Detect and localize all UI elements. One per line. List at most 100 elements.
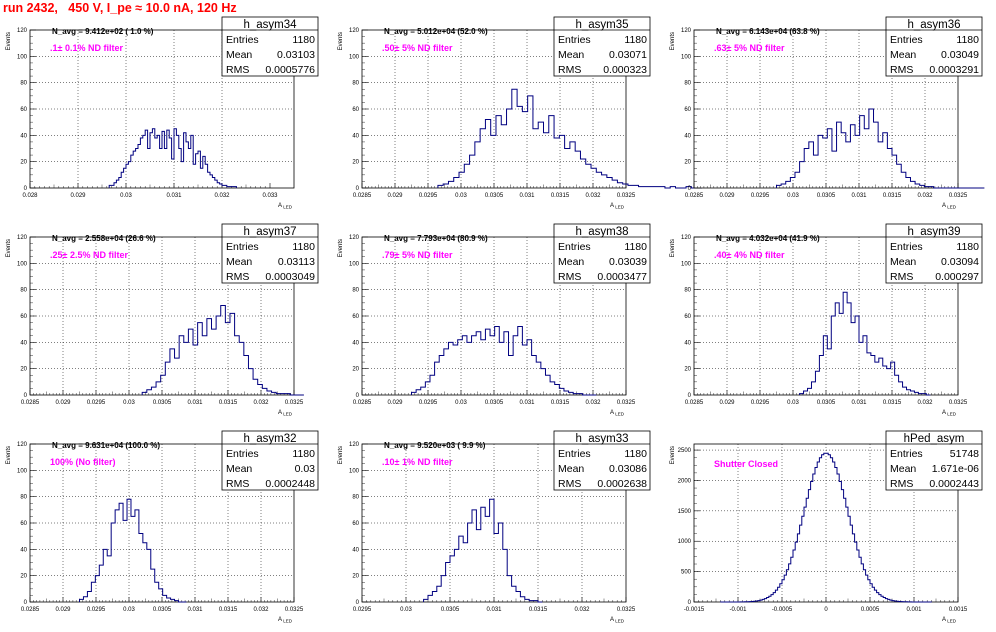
x-tick-label: 0.03	[123, 400, 135, 406]
stats-value-mean: 0.03	[295, 463, 316, 475]
histogram-svg: 0.028 0.029 0.03 0.031 0.032 0.033 0 20 40 60 80 10…	[6, 16, 319, 210]
x-tick-label: 0.0285	[353, 400, 372, 406]
histogram-line	[776, 108, 985, 189]
x-tick-label: 0.0305	[153, 607, 172, 613]
histogram-panel-h_asym37: 0.0285 0.029 0.0295 0.03 0.0305 0.031 0.0315 0.…	[0, 218, 332, 425]
x-axis-title: A LED	[942, 203, 957, 210]
filter-label: Shutter Closed	[714, 459, 778, 469]
x-tick-label: 0.03	[400, 607, 412, 613]
y-tick-label: 20	[20, 574, 27, 580]
histogram-panel-h_asym39: 0.0285 0.029 0.0295 0.03 0.0305 0.031 0.0315 0.…	[664, 218, 996, 425]
stats-title: h_asym35	[575, 19, 628, 31]
y-tick-label: 20	[20, 160, 27, 166]
y-tick-label: 120	[349, 28, 360, 34]
x-tick-label: 0.029	[719, 400, 735, 406]
x-tick-label: 0.031	[519, 400, 535, 406]
x-tick-label: 0.0305	[153, 400, 172, 406]
stats-key-entries: Entries	[226, 34, 259, 46]
stats-key-rms: RMS	[558, 64, 581, 76]
y-tick-label: 60	[684, 107, 691, 113]
x-tick-label: 0.0315	[219, 400, 238, 406]
stats-value-rms: 0.000323	[603, 64, 647, 76]
stats-value-mean: 0.03094	[941, 256, 979, 268]
y-axis-title: Events	[670, 32, 676, 50]
x-tick-label: 0.03	[787, 400, 799, 406]
histogram-panel-h_asym33: 0.0295 0.03 0.0305 0.031 0.0315 0.032 0.0325 0 2…	[332, 425, 664, 632]
histogram-line	[108, 128, 237, 188]
y-axis-title: Events	[670, 239, 676, 257]
stats-key-entries: Entries	[558, 34, 591, 46]
x-tick-label: 0.03	[787, 193, 799, 199]
y-axis-title: Events	[6, 32, 12, 50]
x-tick-label: 0.031	[851, 400, 867, 406]
stats-key-mean: Mean	[558, 49, 584, 61]
stats-box: h_asym37 Entries 1180 Mean 0.03113 RMS 0.00030…	[221, 223, 319, 284]
x-tick-label: 0.0295	[419, 400, 438, 406]
stats-value-rms: 0.000297	[935, 271, 979, 283]
x-tick-label: 0.0285	[685, 193, 704, 199]
x-tick-label: 0.029	[55, 607, 71, 613]
stats-value-mean: 0.03071	[609, 49, 647, 61]
stats-value-mean: 0.03039	[609, 256, 647, 268]
y-tick-label: 0	[688, 600, 692, 606]
y-tick-label: 120	[681, 235, 692, 241]
y-axis-title: Events	[338, 446, 344, 464]
stats-key-mean: Mean	[226, 256, 252, 268]
x-tick-label: 0.029	[55, 400, 71, 406]
stats-value-mean: 0.03086	[609, 463, 647, 475]
histogram-svg: 0.0285 0.029 0.0295 0.03 0.0305 0.031 0.0315 0.…	[338, 16, 702, 210]
y-axis-title: Events	[338, 32, 344, 50]
x-tick-label: 0.032	[917, 193, 933, 199]
stats-key-entries: Entries	[890, 241, 923, 253]
stats-value-rms: 0.0002448	[265, 478, 315, 490]
y-tick-label: 40	[20, 340, 27, 346]
x-tick-label: 0.0295	[87, 607, 106, 613]
stats-key-mean: Mean	[558, 256, 584, 268]
x-axis-title: A LED	[278, 617, 293, 624]
y-tick-label: 0	[356, 600, 360, 606]
y-tick-label: 80	[684, 81, 691, 87]
y-tick-label: 40	[352, 133, 359, 139]
x-axis-title: A LED	[942, 410, 957, 417]
filter-label: .10± 1% ND filter	[382, 457, 453, 467]
histogram-svg: 0.0285 0.029 0.0295 0.03 0.0305 0.031 0.0315 0.…	[670, 16, 985, 210]
x-tick-label: 0.0015	[949, 607, 968, 613]
y-tick-label: 100	[17, 261, 28, 267]
stats-key-rms: RMS	[890, 478, 913, 490]
y-tick-label: 20	[684, 367, 691, 373]
y-tick-label: 100	[17, 468, 28, 474]
x-tick-label: 0.031	[486, 607, 502, 613]
y-tick-label: 80	[20, 81, 27, 87]
x-tick-label: 0.032	[574, 607, 590, 613]
y-tick-label: 0	[24, 186, 28, 192]
x-tick-label: 0.032	[917, 400, 933, 406]
stats-value-entries: 1180	[956, 241, 979, 253]
x-tick-label: 0.031	[851, 193, 867, 199]
x-tick-label: 0.03	[455, 193, 467, 199]
stats-value-mean: 0.03049	[941, 49, 979, 61]
stats-value-rms: 0.0005776	[265, 64, 315, 76]
y-tick-label: 20	[20, 367, 27, 373]
y-tick-label: 60	[20, 314, 27, 320]
y-tick-label: 0	[24, 393, 28, 399]
x-tick-label: 0.0325	[949, 400, 968, 406]
filter-label: .63± 5% ND filter	[714, 43, 785, 53]
histogram-line	[799, 291, 931, 396]
stats-key-mean: Mean	[890, 49, 916, 61]
stats-key-entries: Entries	[558, 448, 591, 460]
x-axis-title: A LED	[610, 410, 625, 417]
x-tick-label: -0.0005	[772, 607, 793, 613]
y-axis-title: Events	[6, 239, 12, 257]
y-axis-title: Events	[6, 446, 12, 464]
x-tick-label: 0.0325	[617, 400, 636, 406]
stats-value-entries: 1180	[956, 34, 979, 46]
stats-title: h_asym37	[243, 226, 296, 238]
x-tick-label: 0.0305	[817, 400, 836, 406]
run-title: run 2432, 450 V, I_pe ≈ 10.0 nA, 120 Hz	[3, 1, 237, 15]
y-tick-label: 80	[20, 288, 27, 294]
stats-value-entries: 1180	[624, 448, 647, 460]
histogram-line	[79, 498, 187, 603]
stats-key-rms: RMS	[558, 478, 581, 490]
x-tick-label: 0.0285	[21, 607, 40, 613]
y-tick-label: 0	[356, 186, 360, 192]
